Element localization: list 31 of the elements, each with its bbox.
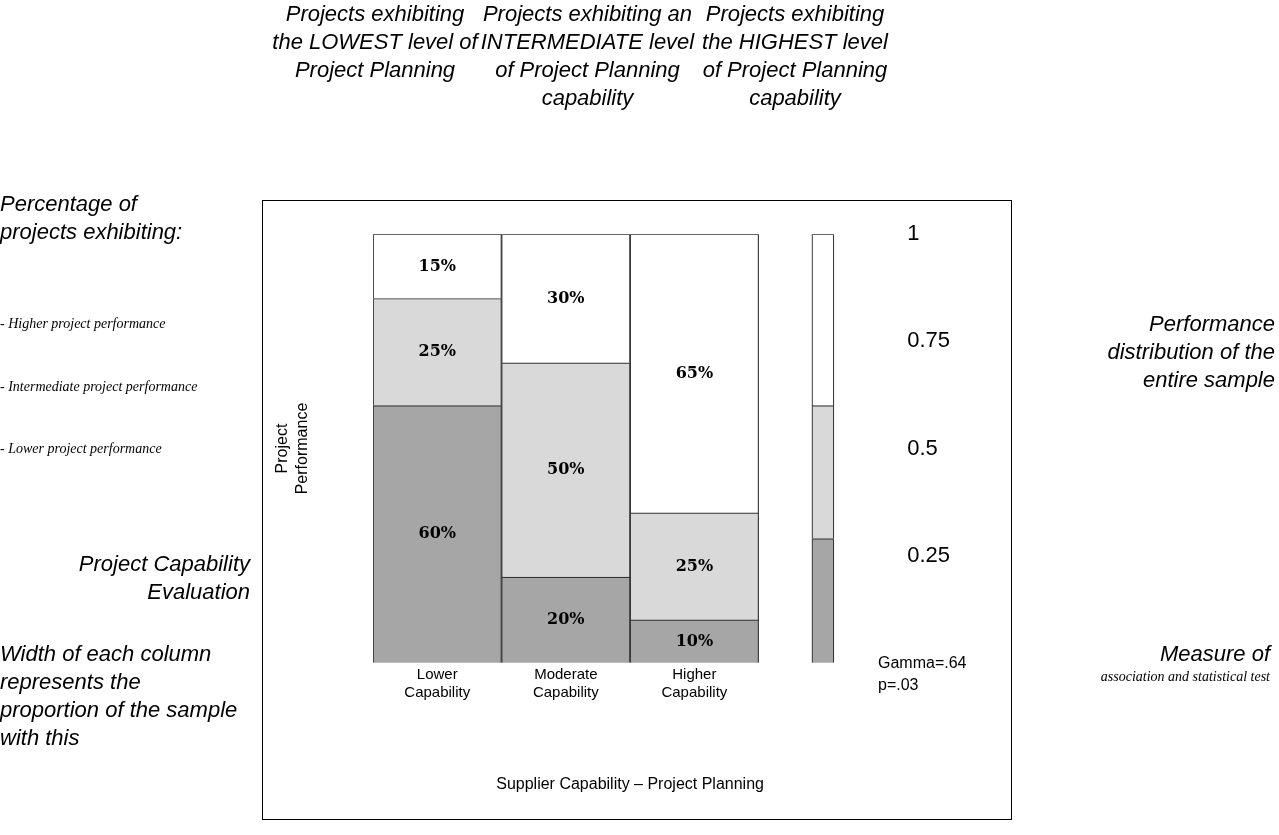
x-tick-label: Lower Capability [404, 664, 471, 700]
data-label: 25% [675, 555, 714, 575]
data-label: 25% [418, 341, 457, 361]
data-label: 30% [547, 287, 585, 307]
x-tick-label: Moderate Capability [532, 664, 600, 700]
text: Measure of [1158, 640, 1270, 668]
y-tick-label: 0.25 [907, 541, 951, 567]
x-axis-title: Supplier Capability – Project Planning [496, 774, 764, 792]
y-tick-label: 1 [907, 220, 920, 246]
annotation: Gamma=.64 p=.03 [878, 653, 968, 695]
data-label: 10% [675, 630, 714, 650]
data-label: 65% [675, 362, 714, 382]
data-label: 60% [418, 523, 457, 543]
text: Performance distribution of the entire sample [1106, 310, 1275, 394]
data-label: 15% [418, 255, 457, 275]
y-tick-label: 0.5 [907, 434, 938, 460]
text: Projects exhibiting the HIGHEST level of Project Planning capability [702, 1, 888, 110]
data-label: 50% [547, 459, 585, 479]
text: Project Capability Evaluation [77, 550, 250, 606]
text: association and statistical test [1099, 668, 1270, 685]
text: Width of each column represents the proportion of the sample with this [0, 640, 239, 752]
text: Projects exhibiting an INTERMEDIATE level of Project Planning capability [480, 0, 695, 112]
y-tick-label: 0.75 [907, 327, 951, 353]
x-tick-label: Higher Capability [661, 664, 728, 700]
text: - Lower project performance [0, 440, 163, 457]
text: - Intermediate project performance [0, 378, 199, 395]
data-label: 20% [547, 609, 585, 629]
text: - Higher project performance [0, 315, 167, 332]
text: Projects exhibiting the LOWEST level of Project Planning [271, 0, 480, 84]
text: Percentage of projects exhibiting: [0, 190, 184, 246]
y-axis-title: Project Performance [273, 402, 311, 495]
